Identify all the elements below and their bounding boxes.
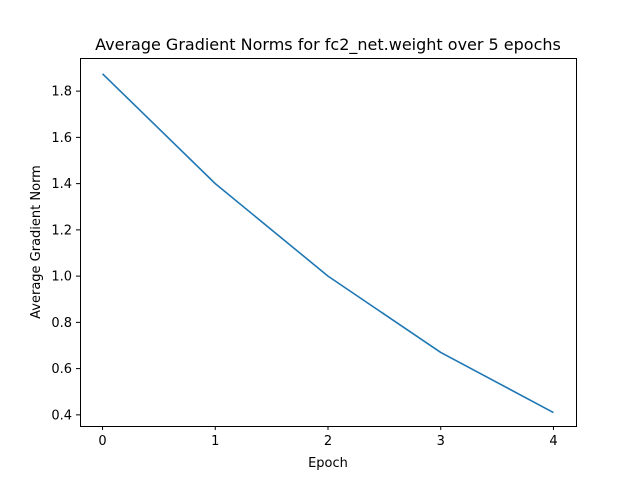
plot-area bbox=[101, 73, 554, 414]
axes-frame bbox=[80, 58, 577, 427]
y-tick-label: 0.6 bbox=[51, 362, 72, 377]
y-tick-label: 1.4 bbox=[51, 177, 72, 192]
y-tick-label: 1.6 bbox=[51, 131, 72, 146]
y-tick-label: 0.4 bbox=[51, 408, 72, 423]
y-tick-label: 1.8 bbox=[51, 85, 72, 100]
x-tick-label: 2 bbox=[324, 434, 332, 449]
x-tick-label: 3 bbox=[437, 434, 445, 449]
x-tick-label: 4 bbox=[549, 434, 557, 449]
x-axis-label: Epoch bbox=[308, 456, 348, 471]
y-tick-label: 0.8 bbox=[51, 316, 72, 331]
x-axis: 0 1 2 3 4 bbox=[98, 426, 558, 449]
y-axis: 0.4 0.6 0.8 1.0 1.2 1.4 1.6 1.8 bbox=[51, 85, 80, 423]
y-tick-label: 1.0 bbox=[51, 270, 72, 285]
series-line bbox=[101, 73, 554, 414]
y-axis-label: Average Gradient Norm bbox=[29, 165, 44, 319]
chart-title: Average Gradient Norms for fc2_net.weigh… bbox=[95, 35, 561, 55]
y-tick-label: 1.2 bbox=[51, 223, 72, 238]
x-tick-label: 1 bbox=[211, 434, 219, 449]
x-tick-label: 0 bbox=[98, 434, 106, 449]
